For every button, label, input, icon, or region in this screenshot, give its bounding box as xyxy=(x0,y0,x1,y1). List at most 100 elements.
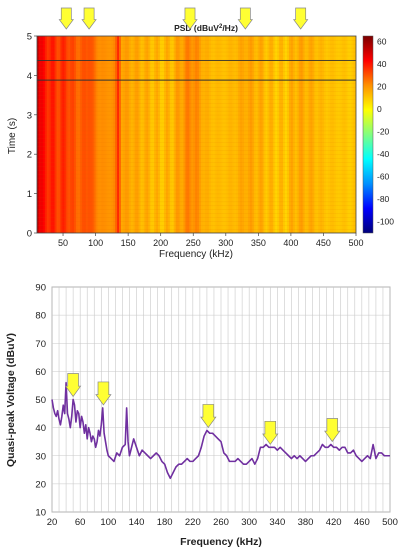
spectrogram-time-texture xyxy=(37,67,356,69)
spectrogram-y-tick-label: 3 xyxy=(27,110,32,121)
spectrogram-cell xyxy=(201,36,204,233)
spectrogram-cell xyxy=(314,36,317,233)
spectrogram-cell xyxy=(197,36,200,233)
spectrogram-time-texture xyxy=(37,150,356,151)
quasi-peak-x-tick-label: 140 xyxy=(129,517,145,528)
colorbar-ticks: 60 40 20 0 -20 -40 -60 -80 -100 xyxy=(377,37,394,227)
spectrogram-cell xyxy=(163,36,167,233)
spectrogram-time-texture xyxy=(37,126,356,128)
spectrogram-cell xyxy=(212,36,216,233)
quasi-peak-x-tick-label: 380 xyxy=(298,517,314,528)
quasi-peak-x-tick-label: 220 xyxy=(185,517,201,528)
spectrogram-cell xyxy=(85,36,89,233)
spectrogram-cell xyxy=(261,36,264,233)
spectrogram-cell xyxy=(203,36,206,233)
spectrogram-cell xyxy=(58,36,61,233)
spectrogram-time-texture xyxy=(37,63,356,65)
spectrogram-arrow xyxy=(292,7,309,30)
spectrogram-cell xyxy=(78,36,81,233)
spectrogram-time-texture xyxy=(37,122,356,124)
quasi-peak-y-tick-label: 20 xyxy=(35,479,46,490)
quasi-peak-x-tick-label: 300 xyxy=(241,517,257,528)
spectrogram-time-texture xyxy=(37,75,356,76)
spectrogram-cell xyxy=(66,36,69,233)
spectrogram-cell xyxy=(298,36,302,233)
spectrogram-cell xyxy=(167,36,171,233)
spectrogram-cell xyxy=(81,36,85,233)
spectrogram-cell xyxy=(191,36,194,233)
spectrogram-cell xyxy=(259,36,262,233)
spectrogram-x-tick-label: 300 xyxy=(218,238,233,248)
spectrogram-cell xyxy=(242,36,245,233)
spectrogram-cell xyxy=(199,36,202,233)
spectrogram-cell xyxy=(115,36,118,233)
spectrogram-y-tick-label: 5 xyxy=(27,32,32,43)
spectrogram-cell xyxy=(48,36,52,233)
spectrogram-cell xyxy=(107,36,110,233)
spectrogram-cell xyxy=(286,36,290,233)
spectrogram-cell xyxy=(140,36,143,233)
spectrogram-cell xyxy=(310,36,313,233)
quasi-peak-x-tick-label: 20 xyxy=(47,517,58,528)
spectrogram-cell xyxy=(333,36,337,233)
spectrogram-cell xyxy=(113,36,116,233)
quasi-peak-y-tick-label: 50 xyxy=(35,395,46,406)
spectrogram-cell xyxy=(64,36,67,233)
quasi-peak-grid xyxy=(51,286,391,513)
spectrogram-cell xyxy=(189,36,192,233)
spectrogram-cell xyxy=(105,36,108,233)
spectrogram-cell xyxy=(343,36,346,233)
spectrogram-cell xyxy=(275,36,278,233)
spectrogram-cell xyxy=(257,36,261,233)
spectrogram-cell xyxy=(195,36,198,233)
quasi-peak-y-tick-label: 30 xyxy=(35,451,46,462)
spectrogram-heatmap xyxy=(37,36,356,233)
spectrogram-cell xyxy=(222,36,225,233)
spectrogram-time-texture xyxy=(37,201,356,203)
spectrogram-title: PSD (dBuV2/Hz) xyxy=(174,23,238,33)
spectrogram-time-texture xyxy=(37,71,356,73)
quasi-peak-x-tick-label: 460 xyxy=(354,517,370,528)
spectrogram-cell xyxy=(126,36,130,233)
spectrogram-cell xyxy=(249,36,253,233)
spectrogram-cell xyxy=(76,36,79,233)
spectrogram-x-tick-label: 500 xyxy=(348,238,363,248)
spectrogram-cell xyxy=(306,36,309,233)
quasi-peak-y-tick-label: 40 xyxy=(35,423,46,434)
spectrogram-time-texture xyxy=(37,146,356,147)
spectrogram-cell xyxy=(308,36,311,233)
spectrogram-cell xyxy=(296,36,300,233)
spectrogram-cell xyxy=(179,36,182,233)
quasi-peak-y-ticks: 10 20 30 40 50 60 70 80 90 xyxy=(35,283,46,519)
spectrogram-cell xyxy=(97,36,100,233)
spectrogram-cell xyxy=(285,36,288,233)
spectrogram-x-tick-label: 350 xyxy=(251,238,266,248)
spectrogram-time-texture xyxy=(37,142,356,143)
colorbar-tick-label: 40 xyxy=(377,59,387,69)
colorbar-tick-label: 20 xyxy=(377,82,387,92)
quasi-peak-y-tick-label: 10 xyxy=(35,508,46,519)
spectrogram-time-texture xyxy=(37,213,356,214)
spectrogram-time-texture xyxy=(37,43,356,45)
quasi-peak-series-line xyxy=(51,381,390,480)
spectrogram-time-texture xyxy=(37,189,356,191)
spectrogram-cell xyxy=(128,36,132,233)
colorbar-tick-label: 60 xyxy=(377,37,387,47)
spectrogram-time-texture xyxy=(37,87,356,88)
spectrogram-cell xyxy=(122,36,126,233)
spectrogram-cell xyxy=(74,36,77,233)
quasi-peak-x-tick-label: 340 xyxy=(269,517,285,528)
spectrogram-cell xyxy=(87,36,91,233)
spectrogram-cell xyxy=(345,36,348,233)
spectrogram-cell xyxy=(93,36,96,233)
spectrogram-cell xyxy=(206,36,210,233)
spectrogram-time-texture xyxy=(37,197,356,199)
spectrogram-cell xyxy=(271,36,274,233)
spectrogram-cell xyxy=(292,36,296,233)
spectrogram-x-ticks: 50 100 150 200 250 300 350 400 450 500 xyxy=(58,233,364,248)
spectrogram-cell xyxy=(255,36,259,233)
spectrogram-cell xyxy=(288,36,292,233)
quasi-peak-x-tick-label: 420 xyxy=(326,517,342,528)
spectrogram-cell xyxy=(62,36,65,233)
